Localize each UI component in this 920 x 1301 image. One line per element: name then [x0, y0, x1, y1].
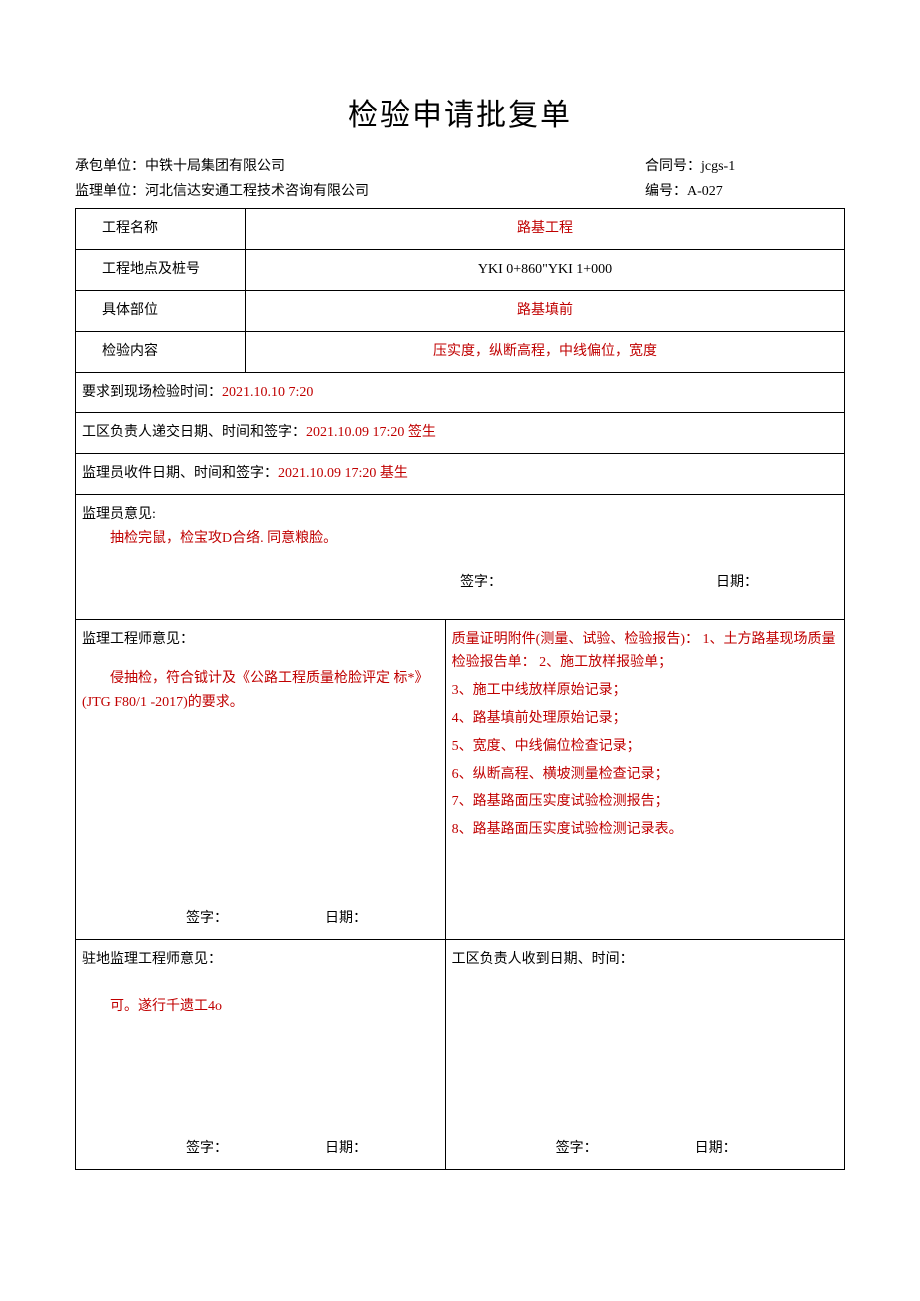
- supervisor-opinion-label: 监理员意见:: [82, 503, 838, 527]
- content-label: 检验内容: [76, 331, 246, 372]
- supervisor-label: 监理单位：: [75, 184, 145, 199]
- supervisor-sign-label: 签字：: [460, 571, 502, 595]
- receipt-date-label: 日期：: [695, 1141, 737, 1156]
- attachments-intro: 质量证明附件(测量、试验、检验报告)：: [452, 632, 699, 647]
- attachment-item-1: 2、施工放样报验单；: [539, 655, 672, 670]
- form-title: 检验申请批复单: [75, 90, 845, 134]
- attachment-item-5: 6、纵断高程、横坡测量检查记录；: [452, 763, 838, 787]
- engineer-date-label: 日期：: [325, 911, 367, 926]
- resident-opinion-label: 驻地监理工程师意见：: [82, 948, 439, 972]
- resident-sign-label: 签字：: [186, 1141, 228, 1156]
- attachment-item-3: 4、路基填前处理原始记录；: [452, 707, 838, 731]
- receive-label: 监理员收件日期、时间和签字：: [82, 466, 278, 481]
- attachments-cell: 质量证明附件(测量、试验、检验报告)： 1、土方路基现场质量检验报告单： 2、施…: [445, 619, 844, 939]
- requested-time-value: 2021.10.10 7:20: [222, 385, 313, 400]
- attachment-item-7: 8、路基路面压实度试验检测记录表。: [452, 818, 838, 842]
- attachment-item-4: 5、宽度、中线偏位检查记录；: [452, 735, 838, 759]
- attachments-list: 质量证明附件(测量、试验、检验报告)： 1、土方路基现场质量检验报告单： 2、施…: [452, 628, 838, 842]
- location-label: 工程地点及桩号: [76, 250, 246, 291]
- supervisor-value: 河北信达安通工程技术咨询有限公司: [145, 184, 369, 199]
- resident-opinion-cell: 驻地监理工程师意见： 可。遂行千遗工4o 签字： 日期：: [76, 939, 446, 1169]
- receipt-cell: 工区负责人收到日期、时间： 签字： 日期：: [445, 939, 844, 1169]
- requested-time-row: 要求到现场检验时间：2021.10.10 7:20: [76, 372, 845, 413]
- supervisor-opinion-text: 抽检完鼠，检宝攻D合络. 同意粮脸。: [82, 527, 838, 551]
- submit-label: 工区负责人递交日期、时间和签字：: [82, 425, 306, 440]
- engineer-opinion-cell: 监理工程师意见： 侵抽检，符合钺计及《公路工程质量枪脸评定 标*》(JTG F8…: [76, 619, 446, 939]
- contractor-label: 承包单位：: [75, 159, 145, 174]
- receipt-label: 工区负责人收到日期、时间：: [452, 948, 838, 972]
- resident-date-label: 日期：: [325, 1141, 367, 1156]
- content-value: 压实度，纵断高程，中线偏位，宽度: [246, 331, 845, 372]
- submit-row: 工区负责人递交日期、时间和签字：2021.10.09 17:20 签生: [76, 413, 845, 454]
- contract-no-label: 合同号：: [645, 159, 701, 174]
- engineer-opinion-label: 监理工程师意见：: [82, 628, 439, 652]
- project-name-label: 工程名称: [76, 209, 246, 250]
- serial-label: 编号：: [645, 184, 687, 199]
- engineer-opinion-text: 侵抽检，符合钺计及《公路工程质量枪脸评定 标*》(JTG F80/1 -2017…: [82, 667, 439, 715]
- location-value: YKI 0+860"YKI 1+000: [246, 250, 845, 291]
- attachment-item-2: 3、施工中线放样原始记录；: [452, 679, 838, 703]
- form-table: 工程名称 路基工程 工程地点及桩号 YKI 0+860"YKI 1+000 具体…: [75, 208, 845, 1169]
- submit-value: 2021.10.09 17:20 签生: [306, 425, 436, 440]
- part-value: 路基填前: [246, 290, 845, 331]
- resident-opinion-text: 可。遂行千遗工4o: [82, 995, 439, 1019]
- receive-row: 监理员收件日期、时间和签字：2021.10.09 17:20 基生: [76, 454, 845, 495]
- supervisor-opinion-cell: 监理员意见: 抽检完鼠，检宝攻D合络. 同意粮脸。 签字： 日期：: [76, 494, 845, 619]
- part-label: 具体部位: [76, 290, 246, 331]
- serial-value: A-027: [687, 184, 723, 199]
- receive-value: 2021.10.09 17:20 基生: [278, 466, 408, 481]
- contract-no-value: jcgs-1: [701, 159, 735, 174]
- attachment-item-6: 7、路基路面压实度试验检测报告；: [452, 790, 838, 814]
- header-info: 承包单位：中铁十局集团有限公司 监理单位：河北信达安通工程技术咨询有限公司 合同…: [75, 154, 845, 204]
- supervisor-date-label: 日期：: [716, 571, 758, 595]
- receipt-sign-label: 签字：: [556, 1141, 598, 1156]
- requested-time-label: 要求到现场检验时间：: [82, 385, 222, 400]
- project-name-value: 路基工程: [246, 209, 845, 250]
- contractor-value: 中铁十局集团有限公司: [145, 159, 285, 174]
- engineer-sign-label: 签字：: [186, 911, 228, 926]
